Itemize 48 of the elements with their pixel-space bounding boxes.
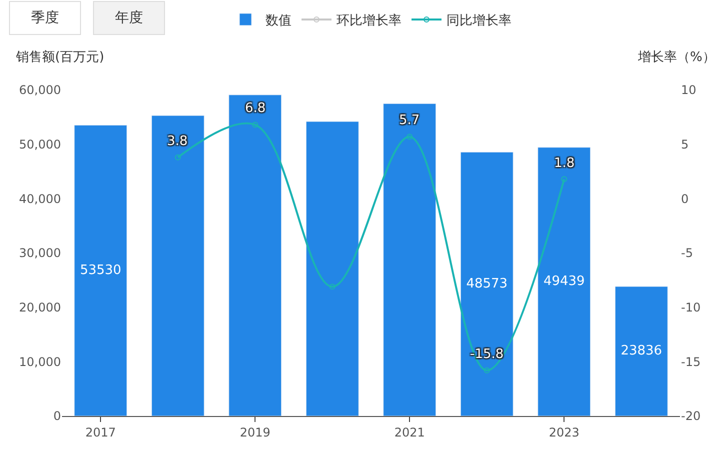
point <box>406 134 413 140</box>
data-label: 1.8 <box>554 156 575 171</box>
point <box>252 122 258 128</box>
legend-label: 环比增长率 <box>336 12 402 29</box>
x-tick-label: 2017 <box>85 425 116 440</box>
data-label: -15.8 <box>470 347 504 362</box>
bar <box>306 121 359 416</box>
point <box>484 367 490 374</box>
data-label: 48573 <box>466 276 508 292</box>
bar <box>460 152 514 416</box>
y-tick-label: 50,000 <box>19 138 61 152</box>
data-label: 6.8 <box>245 101 266 116</box>
y2-tick-label: -10 <box>681 300 701 315</box>
y2-tick-label: -5 <box>681 246 693 260</box>
bar <box>614 286 668 416</box>
y-tick-label: 0 <box>53 409 61 424</box>
text: 年度 <box>115 10 143 26</box>
y2-tick-label: 5 <box>681 138 689 152</box>
y-tick-label: 60,000 <box>19 83 61 98</box>
data-label: 53530 <box>80 263 122 278</box>
text: 季度 <box>31 10 59 26</box>
y-tick-label: 20,000 <box>19 300 61 315</box>
data-label: 3.8 <box>167 134 188 149</box>
point <box>174 154 181 160</box>
y2-tick-label: -20 <box>681 409 701 424</box>
data-label: 5.7 <box>399 113 420 128</box>
y-tick-label: 30,000 <box>19 246 61 260</box>
x-tick-label: 2019 <box>240 425 270 440</box>
data-label: 49439 <box>543 274 585 290</box>
y2-axis-title: 增长率（%） <box>637 49 716 65</box>
bar <box>74 124 128 416</box>
bar <box>228 94 282 416</box>
bar <box>151 115 204 416</box>
y2-tick-label: 0 <box>681 192 689 206</box>
point <box>561 176 568 182</box>
y2-tick-label: 10 <box>681 83 696 98</box>
data-label: 23836 <box>620 344 662 359</box>
legend-label: 数值 <box>266 14 292 29</box>
x-tick-label: 2023 <box>548 425 580 440</box>
x-tick-label: 2021 <box>394 425 425 440</box>
y-tick-label: 40,000 <box>19 192 61 206</box>
legend-label: 同比增长率 <box>446 12 512 29</box>
y-tick-label: 10,000 <box>19 354 61 369</box>
y-axis-title: 销售额(百万元) <box>15 50 104 65</box>
y2-tick-label: -15 <box>681 354 701 369</box>
bar <box>383 103 436 416</box>
point <box>329 284 336 290</box>
bar <box>538 147 591 416</box>
